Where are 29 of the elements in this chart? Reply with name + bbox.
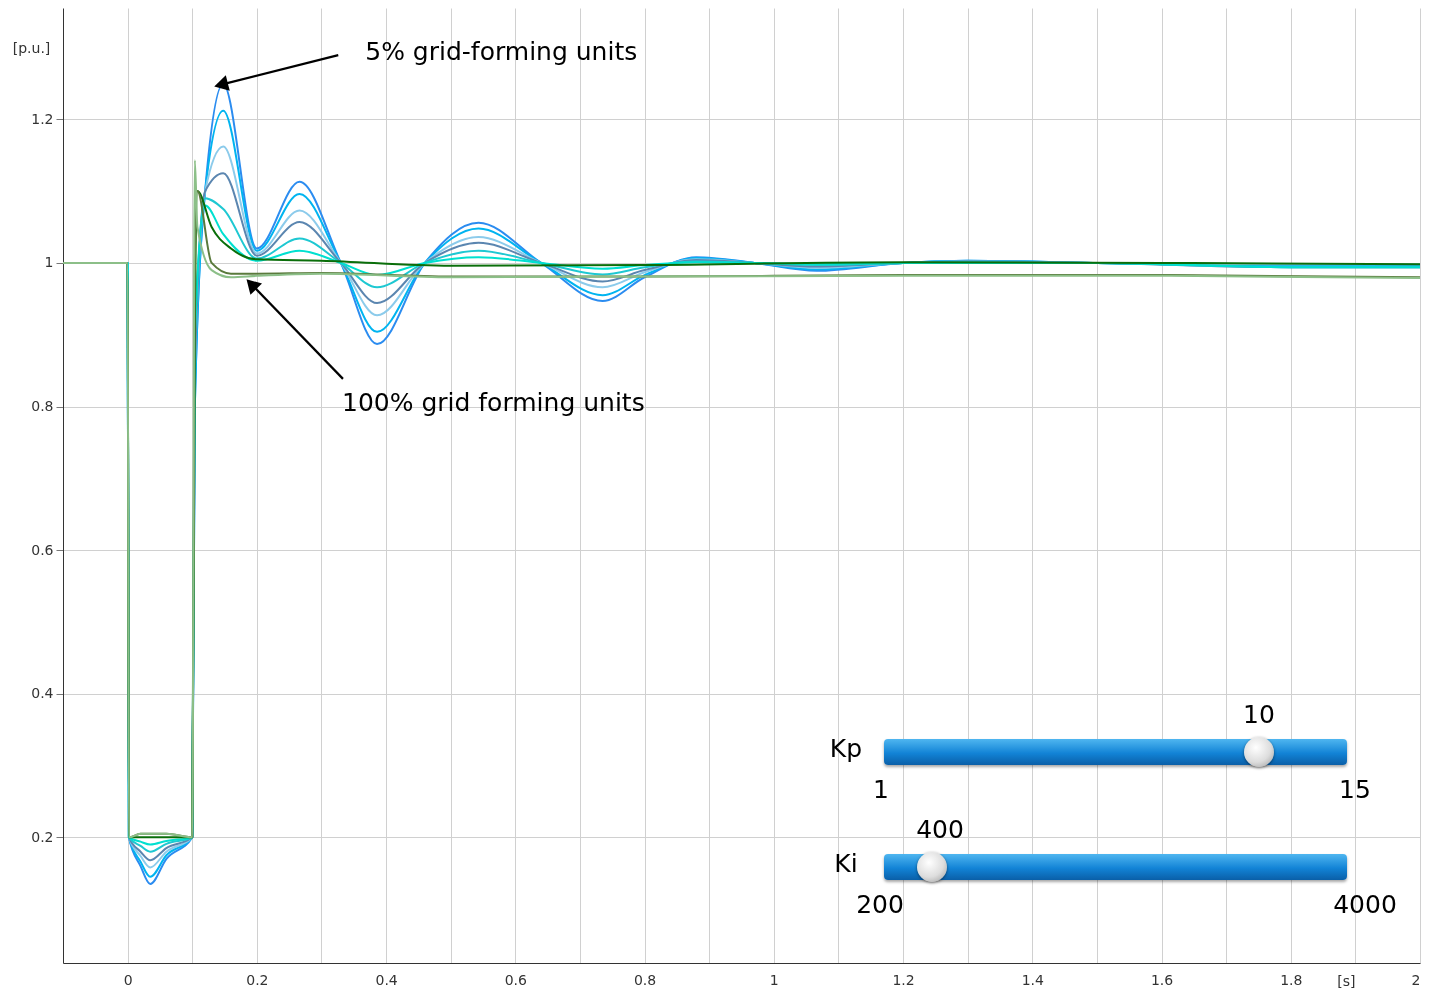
y-tick-label: 1.2 xyxy=(31,110,54,127)
x-tick-label: 1.6 xyxy=(1150,971,1174,988)
x-tick-label: 2 xyxy=(1411,971,1421,988)
x-axis-title: [s] xyxy=(1337,972,1356,989)
annotation: 200 xyxy=(856,889,904,919)
annotation: 1 xyxy=(873,774,889,804)
x-tick-label: 0.4 xyxy=(375,971,398,988)
annotation: Ki xyxy=(834,848,858,878)
y-tick-label: 0.8 xyxy=(31,398,54,415)
x-tick-label: 1.4 xyxy=(1021,971,1045,988)
x-tick-label: 0 xyxy=(123,971,133,988)
y-tick-label: 1 xyxy=(44,254,54,271)
annotation: 15 xyxy=(1339,774,1371,804)
y-axis-title: [p.u.] xyxy=(12,39,51,56)
x-tick-label: 0.2 xyxy=(246,971,269,988)
x-tick-label: 1.8 xyxy=(1280,971,1303,988)
y-tick-label: 0.4 xyxy=(31,685,54,702)
annotation: 5% grid-forming units xyxy=(365,37,638,67)
annotation: Kp xyxy=(829,733,863,763)
x-tick-label: 1 xyxy=(769,971,779,988)
annotation: 400 xyxy=(916,814,964,844)
y-tick-label: 0.6 xyxy=(31,541,54,558)
x-tick-label: 1.2 xyxy=(892,971,915,988)
x-tick-label: 0.8 xyxy=(633,971,657,988)
annotation: 10 xyxy=(1243,699,1275,729)
annotation: 100% grid forming units xyxy=(341,387,645,417)
y-tick-label: 0.2 xyxy=(31,828,54,845)
annotation: 4000 xyxy=(1333,889,1397,919)
x-tick-label: 0.6 xyxy=(504,971,528,988)
